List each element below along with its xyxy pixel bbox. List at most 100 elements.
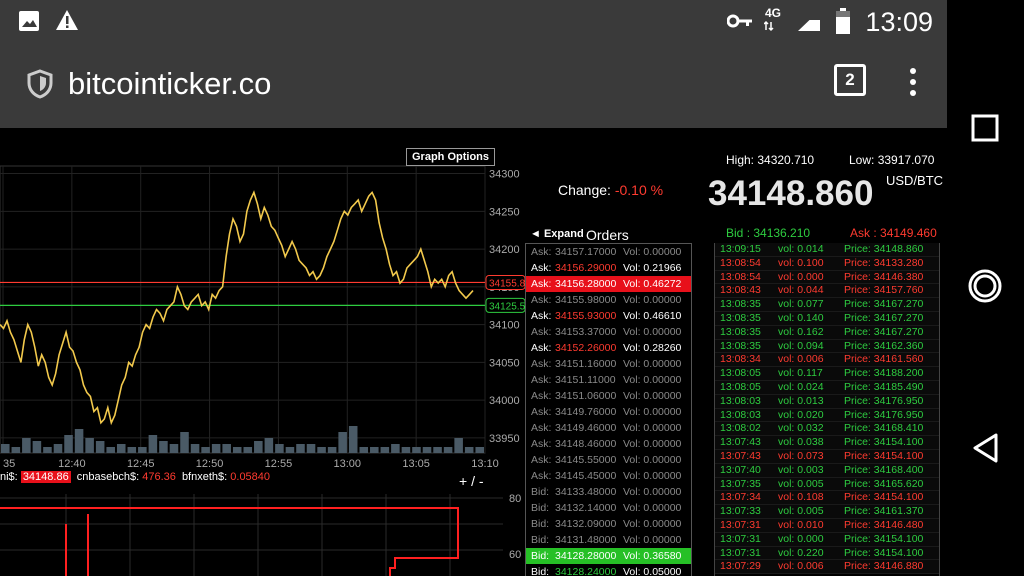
order-price: 34151.11000: [555, 374, 616, 386]
order-price: 34128.28000: [555, 550, 617, 562]
orders-title: Orders: [586, 227, 629, 243]
trade-price: Price: 34168.400: [844, 463, 924, 476]
trade-price: Price: 34188.200: [844, 367, 924, 380]
trade-volume: vol: 0.032: [778, 422, 824, 435]
ticker-labels: ni$: 34148.86 cnbasebch$: 476.36 bfnxeth…: [0, 471, 270, 483]
recents-icon[interactable]: [971, 114, 999, 142]
trade-row[interactable]: 13:08:03 vol: 0.020 Price: 34176.950: [715, 408, 939, 423]
low-stat: Low: 33917.070: [849, 153, 934, 167]
order-volume: Vol: 0.46272: [623, 278, 682, 290]
trade-row[interactable]: 13:08:35 vol: 0.077 Price: 34167.270: [715, 298, 939, 312]
trade-time: 13:08:43: [720, 284, 761, 297]
order-row[interactable]: Bid: 34128.24000 Vol: 0.05000: [526, 564, 691, 576]
overflow-menu-button[interactable]: [903, 68, 923, 98]
order-row[interactable]: Ask: 34153.37000 Vol: 0.00000: [526, 324, 691, 340]
order-volume: Vol: 0.28260: [623, 342, 682, 354]
trade-row[interactable]: 13:07:40 vol: 0.003 Price: 34168.400: [715, 463, 939, 478]
order-row[interactable]: Bid: 34131.48000 Vol: 0.00000: [526, 532, 691, 548]
order-row[interactable]: Ask: 34156.29000 Vol: 0.21966: [526, 260, 691, 276]
volume-bar: [127, 447, 137, 453]
trade-row[interactable]: 13:07:31 vol: 0.000 Price: 34154.100: [715, 532, 939, 547]
volume-bar: [317, 447, 326, 453]
order-row[interactable]: Ask: 34155.93000 Vol: 0.46610: [526, 308, 691, 324]
trade-row[interactable]: 13:08:05 vol: 0.024 Price: 34185.490: [715, 380, 939, 395]
order-row[interactable]: Ask: 34151.16000 Vol: 0.00000: [526, 356, 691, 372]
trade-price: Price: 34148.860: [844, 243, 924, 255]
ask-price-tag-label: 34155.8: [489, 278, 525, 289]
trade-row[interactable]: 13:07:31 vol: 0.220 Price: 34154.100: [715, 546, 939, 561]
order-row[interactable]: Ask: 34151.06000 Vol: 0.00000: [526, 388, 691, 404]
trade-row[interactable]: 13:08:54 vol: 0.100 Price: 34133.280: [715, 256, 939, 271]
trade-row[interactable]: 13:08:35 vol: 0.162 Price: 34167.270: [715, 325, 939, 340]
zoom-controls[interactable]: + / -: [459, 473, 484, 489]
order-row[interactable]: Ask: 34152.26000 Vol: 0.28260: [526, 340, 691, 356]
trade-row[interactable]: 13:09:15 vol: 0.014 Price: 34148.860: [715, 243, 939, 257]
trade-row[interactable]: 13:07:35 vol: 0.005 Price: 34165.620: [715, 477, 939, 492]
trade-row[interactable]: 13:08:43 vol: 0.044 Price: 34157.760: [715, 284, 939, 299]
shield-icon[interactable]: [27, 69, 53, 99]
volume-bar: [327, 447, 337, 453]
order-row[interactable]: Bid: 34128.28000 Vol: 0.36580: [526, 548, 691, 564]
order-row[interactable]: Ask: 34151.11000 Vol: 0.00000: [526, 372, 691, 388]
trade-row[interactable]: 13:08:03 vol: 0.013 Price: 34176.950: [715, 394, 939, 409]
depth-chart[interactable]: 80 60: [0, 494, 525, 576]
volume-bar: [391, 444, 400, 453]
order-row[interactable]: Ask: 34149.76000 Vol: 0.00000: [526, 404, 691, 420]
change-value: -0.10 %: [614, 182, 664, 198]
expand-button[interactable]: ◄ Expand: [530, 228, 584, 240]
trade-row[interactable]: 13:07:29 vol: 0.006 Price: 34146.880: [715, 560, 939, 575]
order-row[interactable]: Ask: 34149.46000 Vol: 0.00000: [526, 420, 691, 436]
volume-bar: [43, 447, 52, 453]
order-row[interactable]: Ask: 34148.46000 Vol: 0.00000: [526, 436, 691, 452]
tab-count: 2: [845, 70, 855, 89]
trade-price: Price: 34154.100: [844, 546, 924, 559]
trade-row[interactable]: 13:08:35 vol: 0.140 Price: 34167.270: [715, 311, 939, 326]
volume-bar: [201, 447, 210, 453]
trade-price: Price: 34168.410: [844, 422, 924, 435]
trade-row[interactable]: 13:08:02 vol: 0.032 Price: 34168.410: [715, 422, 939, 437]
back-icon[interactable]: [971, 432, 999, 464]
trade-row[interactable]: 13:07:31 vol: 0.010 Price: 34146.480: [715, 518, 939, 533]
trade-time: 13:08:35: [720, 325, 761, 338]
system-nav-bar: [947, 0, 1024, 576]
trade-row[interactable]: 13:07:34 vol: 0.108 Price: 34154.100: [715, 491, 939, 506]
volume-bar: [243, 447, 253, 453]
order-row[interactable]: Ask: 34157.17000 Vol: 0.00000: [526, 244, 691, 260]
graph-options-button[interactable]: Graph Options: [406, 148, 495, 166]
ticker-label-3-value: 0.05840: [230, 471, 271, 483]
trade-price: Price: 34167.270: [844, 325, 924, 338]
trade-row[interactable]: 13:07:43 vol: 0.038 Price: 34154.100: [715, 436, 939, 450]
trade-row[interactable]: 13:08:34 vol: 0.006 Price: 34161.560: [715, 353, 939, 368]
order-type: Ask:: [531, 246, 552, 258]
bid-label: Bid: [726, 226, 744, 240]
trade-volume: vol: 0.024: [778, 380, 824, 393]
home-icon[interactable]: [967, 268, 1003, 304]
url-field[interactable]: bitcointicker.co: [68, 66, 272, 101]
volume-bar: [359, 447, 369, 453]
trade-row[interactable]: 13:07:43 vol: 0.073 Price: 34154.100: [715, 449, 939, 464]
trade-row[interactable]: 13:08:35 vol: 0.094 Price: 34162.360: [715, 339, 939, 354]
tab-switcher-button[interactable]: 2: [834, 64, 866, 96]
order-row[interactable]: Ask: 34145.45000 Vol: 0.00000: [526, 468, 691, 484]
order-volume: Vol: 0.36580: [623, 550, 682, 562]
trade-row[interactable]: 13:08:05 vol: 0.117 Price: 34188.200: [715, 367, 939, 381]
price-chart[interactable]: 3430034250342003415034100340503400033950…: [0, 128, 525, 468]
order-row[interactable]: Bid: 34132.14000 Vol: 0.00000: [526, 500, 691, 516]
trade-time: 13:07:43: [720, 436, 761, 449]
status-bar: 4G 13:09: [0, 0, 947, 44]
trade-row[interactable]: 13:08:54 vol: 0.000 Price: 34146.380: [715, 270, 939, 285]
order-volume: Vol: 0.00000: [623, 358, 682, 370]
order-volume: Vol: 0.00000: [623, 534, 682, 546]
order-row[interactable]: Bid: 34132.09000 Vol: 0.00000: [526, 516, 691, 532]
trade-volume: vol: 0.013: [778, 394, 824, 407]
order-row[interactable]: Bid: 34133.48000 Vol: 0.00000: [526, 484, 691, 500]
order-type: Ask:: [531, 374, 552, 386]
trade-row[interactable]: 13:07:33 vol: 0.005 Price: 34161.370: [715, 505, 939, 519]
order-type: Ask:: [531, 454, 552, 466]
order-price: 34149.46000: [555, 422, 617, 434]
trade-time: 13:08:54: [720, 256, 761, 269]
order-row[interactable]: Ask: 34156.28000 Vol: 0.46272: [526, 276, 691, 292]
volume-bar: [433, 447, 442, 453]
order-row[interactable]: Ask: 34145.55000 Vol: 0.00000: [526, 452, 691, 468]
order-row[interactable]: Ask: 34155.98000 Vol: 0.00000: [526, 292, 691, 308]
